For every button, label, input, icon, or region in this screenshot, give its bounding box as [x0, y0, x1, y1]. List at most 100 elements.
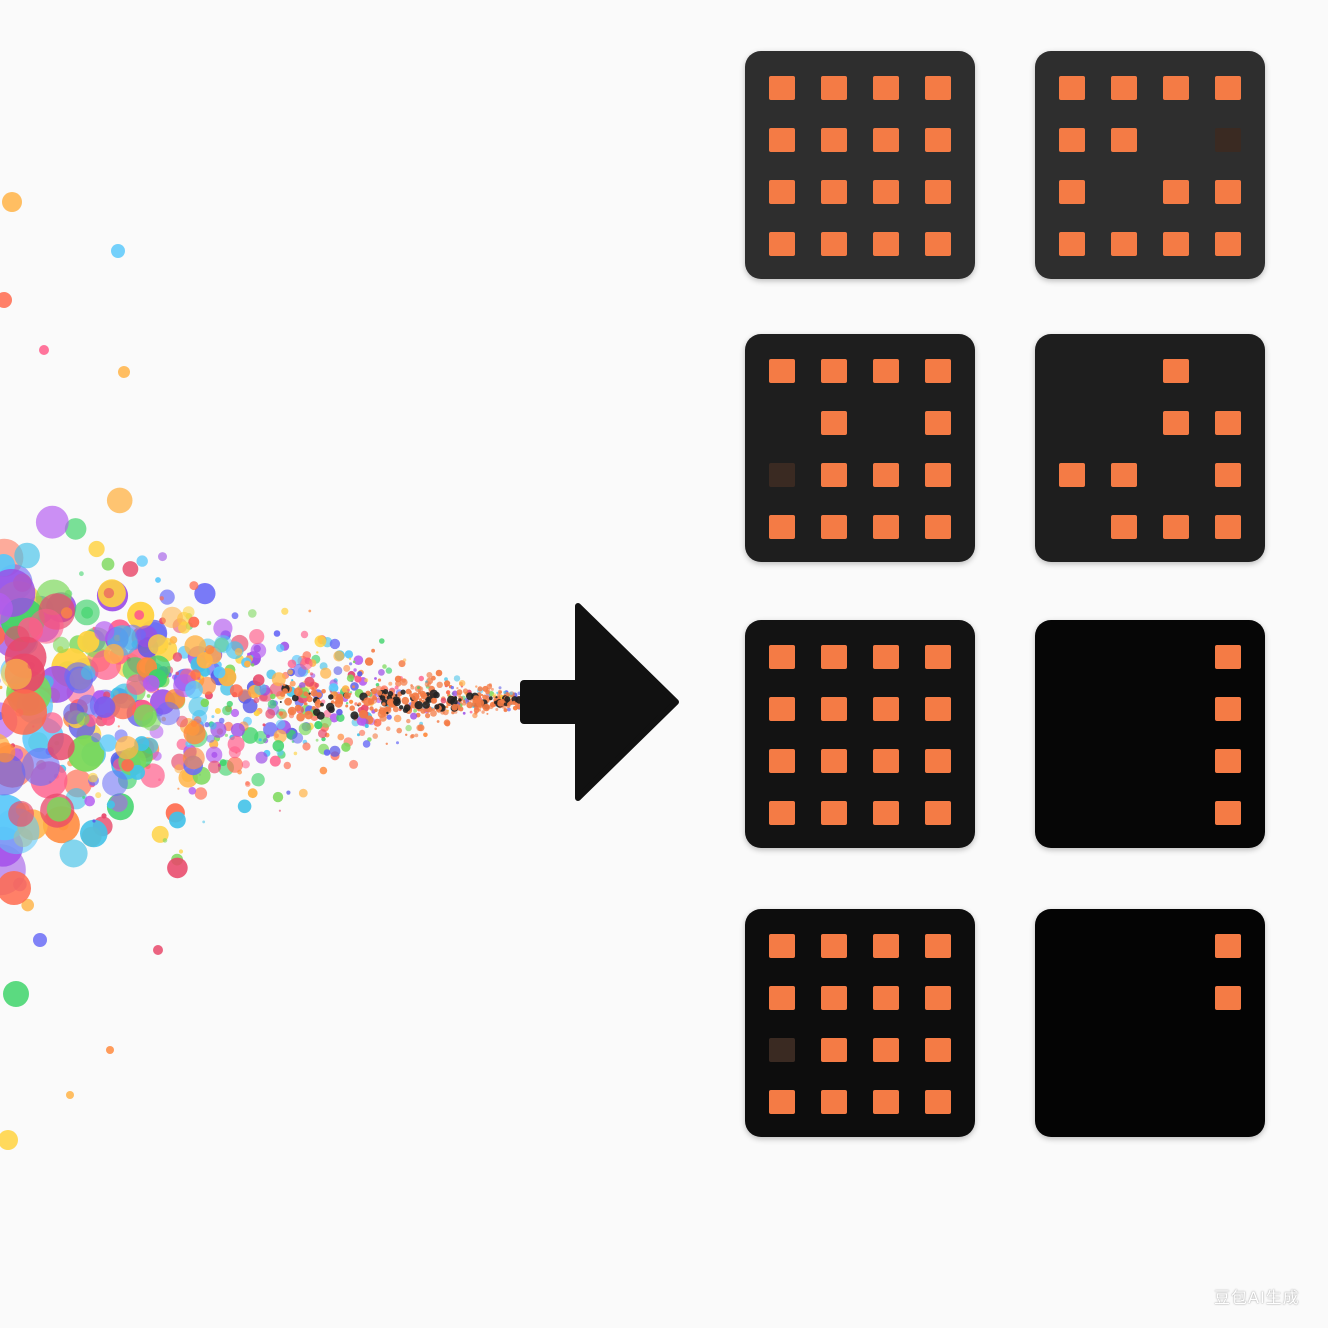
particle	[489, 701, 496, 708]
particle	[386, 711, 389, 715]
particle	[410, 712, 418, 720]
particle	[388, 681, 393, 686]
pixel-panel	[1035, 620, 1265, 848]
particle	[172, 652, 183, 662]
pixel-cell	[821, 645, 847, 669]
pixel-cell	[925, 697, 951, 721]
particle	[35, 505, 69, 539]
particle	[409, 690, 412, 694]
particle	[497, 689, 503, 694]
particle	[444, 677, 448, 682]
pixel-cell-dim	[769, 1038, 795, 1062]
particle	[206, 620, 212, 626]
particle	[329, 713, 339, 723]
particle	[231, 612, 239, 620]
particle	[469, 710, 473, 714]
particle	[343, 664, 351, 672]
particle	[362, 740, 371, 748]
particle	[265, 709, 276, 719]
particle	[336, 713, 345, 722]
particle	[304, 702, 308, 706]
particle	[162, 838, 168, 843]
particle	[241, 760, 250, 769]
particle	[420, 708, 426, 714]
particle	[329, 745, 341, 757]
pixel-cell	[1111, 463, 1137, 487]
pixel-cell	[873, 463, 899, 487]
pixel-cell	[873, 180, 899, 204]
particle	[349, 662, 353, 666]
particle	[398, 660, 406, 668]
particle	[472, 712, 478, 719]
particle	[106, 800, 115, 809]
pixel-cell	[873, 128, 899, 152]
particle	[410, 684, 413, 687]
particle	[503, 690, 507, 695]
particle	[492, 693, 497, 698]
particle	[319, 766, 328, 775]
arrow-shaft	[520, 680, 586, 724]
particle	[490, 687, 494, 691]
particle	[413, 708, 417, 713]
pixel-cell	[873, 1038, 899, 1062]
particle	[190, 720, 198, 727]
pixel-cell	[925, 128, 951, 152]
pixel-cell	[1163, 359, 1189, 383]
pixel-cell	[769, 515, 795, 539]
pixel-cell	[769, 359, 795, 383]
particle	[121, 759, 134, 772]
particle	[287, 706, 297, 716]
pixel-panel	[745, 909, 975, 1137]
pixel-cell	[769, 180, 795, 204]
particle	[226, 700, 233, 708]
particle	[80, 819, 108, 848]
particle	[0, 685, 3, 690]
pixel-cell	[1111, 232, 1137, 256]
particle	[230, 708, 240, 718]
particle	[429, 689, 439, 699]
particle	[473, 707, 480, 714]
particle	[115, 736, 139, 760]
particle	[371, 688, 378, 695]
particle	[134, 610, 145, 620]
particle	[289, 680, 296, 687]
particle	[182, 747, 205, 770]
pixel-cell	[769, 697, 795, 721]
particle	[169, 636, 178, 644]
particle	[117, 725, 120, 728]
particle	[266, 734, 270, 739]
particle	[67, 735, 105, 772]
particle	[159, 589, 175, 605]
pixel-cell	[925, 463, 951, 487]
particle	[343, 692, 351, 700]
particle	[482, 703, 490, 712]
particle	[244, 660, 251, 668]
particle	[0, 753, 26, 796]
particle	[287, 669, 294, 675]
particle	[386, 698, 395, 707]
particle	[27, 662, 35, 670]
pixel-cell	[1215, 749, 1241, 773]
particle	[0, 1130, 18, 1150]
particle	[420, 692, 428, 700]
particle	[161, 606, 183, 629]
pixel-panel	[1035, 334, 1265, 562]
particle	[92, 819, 96, 823]
particle	[178, 849, 184, 854]
particle-cloud	[0, 192, 533, 1150]
particle	[302, 742, 311, 751]
pixel-cell	[821, 934, 847, 958]
particle	[73, 599, 100, 626]
particle	[396, 727, 403, 734]
particle	[440, 697, 447, 704]
particle	[109, 693, 137, 720]
particle	[190, 669, 201, 680]
particle	[451, 704, 458, 711]
particle	[52, 636, 70, 654]
particle	[386, 714, 392, 720]
particle	[340, 701, 344, 705]
particle	[503, 708, 508, 713]
particle	[447, 695, 456, 704]
pixel-cell	[821, 986, 847, 1010]
particle	[229, 684, 243, 698]
